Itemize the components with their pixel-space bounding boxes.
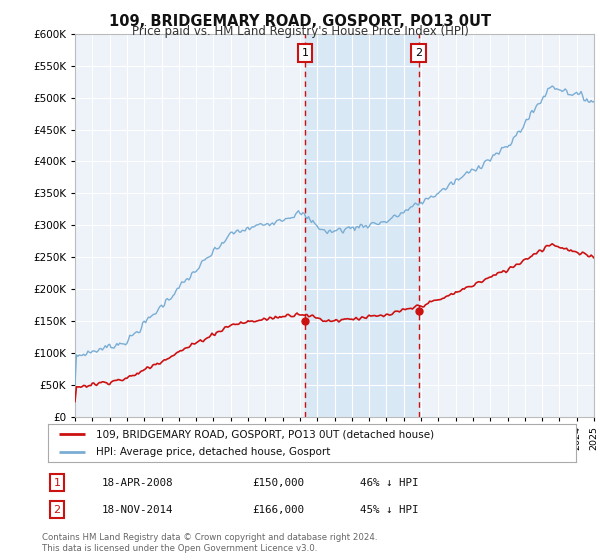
Text: 2: 2 — [415, 48, 422, 58]
Text: 46% ↓ HPI: 46% ↓ HPI — [360, 478, 419, 488]
Text: Contains HM Land Registry data © Crown copyright and database right 2024.
This d: Contains HM Land Registry data © Crown c… — [42, 533, 377, 553]
Text: HPI: Average price, detached house, Gosport: HPI: Average price, detached house, Gosp… — [95, 447, 330, 457]
Text: 109, BRIDGEMARY ROAD, GOSPORT, PO13 0UT: 109, BRIDGEMARY ROAD, GOSPORT, PO13 0UT — [109, 14, 491, 29]
Text: £150,000: £150,000 — [252, 478, 304, 488]
Text: 1: 1 — [301, 48, 308, 58]
Text: 18-NOV-2014: 18-NOV-2014 — [102, 505, 173, 515]
Text: 45% ↓ HPI: 45% ↓ HPI — [360, 505, 419, 515]
Bar — [305, 34, 419, 417]
Text: 18-APR-2008: 18-APR-2008 — [102, 478, 173, 488]
Text: 1: 1 — [53, 478, 61, 488]
Text: 2: 2 — [53, 505, 61, 515]
Text: £166,000: £166,000 — [252, 505, 304, 515]
Text: Price paid vs. HM Land Registry's House Price Index (HPI): Price paid vs. HM Land Registry's House … — [131, 25, 469, 38]
Text: 109, BRIDGEMARY ROAD, GOSPORT, PO13 0UT (detached house): 109, BRIDGEMARY ROAD, GOSPORT, PO13 0UT … — [95, 429, 434, 439]
